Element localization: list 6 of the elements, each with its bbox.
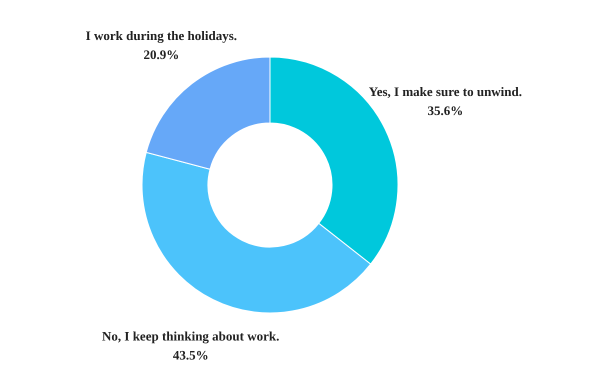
data-label: 35.6% bbox=[428, 102, 464, 118]
data-label: 20.9% bbox=[143, 47, 180, 62]
slice-label: Yes, I make sure to unwind. bbox=[368, 84, 522, 99]
data-label: 43.5% bbox=[172, 347, 209, 362]
slice-label: I work during the holidays. bbox=[86, 28, 238, 44]
slice-label: No, I keep thinking about work. bbox=[102, 328, 280, 344]
